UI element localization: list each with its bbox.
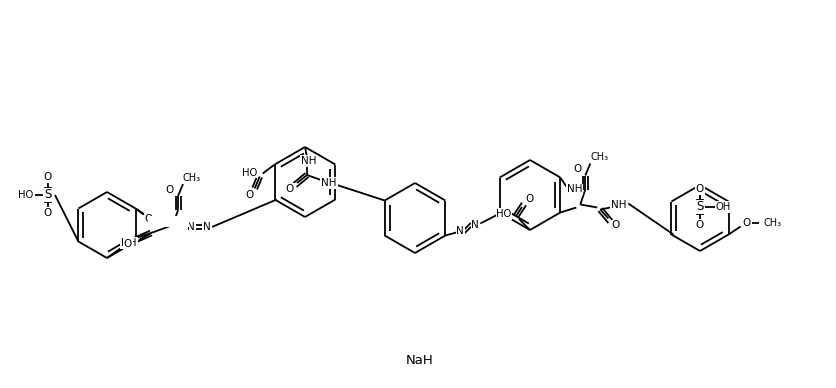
Text: N: N <box>203 222 211 232</box>
Text: O: O <box>124 239 132 249</box>
Text: O: O <box>611 220 619 230</box>
Text: HO: HO <box>18 190 33 200</box>
Text: NH: NH <box>567 185 582 194</box>
Text: methoxy: methoxy <box>149 217 188 226</box>
Text: O: O <box>246 189 254 199</box>
Text: methoxy: methoxy <box>149 217 188 226</box>
Text: NH: NH <box>321 178 337 188</box>
Text: NH: NH <box>610 201 626 211</box>
Text: O: O <box>145 213 153 223</box>
Text: O: O <box>696 184 704 194</box>
Text: N: N <box>187 222 195 232</box>
Text: HO: HO <box>497 209 512 219</box>
Text: O: O <box>742 218 751 227</box>
Text: O: O <box>286 184 294 194</box>
Text: N: N <box>472 220 479 230</box>
Text: OH: OH <box>716 202 731 212</box>
Text: CH₃: CH₃ <box>171 218 189 227</box>
Text: NH: NH <box>301 156 317 166</box>
Text: CH₃: CH₃ <box>590 152 609 163</box>
Text: O: O <box>150 217 158 227</box>
Text: CH₃: CH₃ <box>183 173 201 183</box>
Text: S: S <box>44 189 52 201</box>
Text: CH₃: CH₃ <box>763 218 782 227</box>
Text: O: O <box>573 165 581 175</box>
Text: S: S <box>696 201 704 213</box>
Text: O: O <box>696 220 704 230</box>
Text: NH: NH <box>121 238 137 248</box>
Text: N: N <box>456 225 464 236</box>
Text: O: O <box>166 185 174 195</box>
Text: NaH: NaH <box>406 353 434 367</box>
Text: O: O <box>525 194 533 204</box>
Text: O: O <box>43 172 52 182</box>
Text: O: O <box>43 208 52 218</box>
Text: HO: HO <box>242 168 257 177</box>
